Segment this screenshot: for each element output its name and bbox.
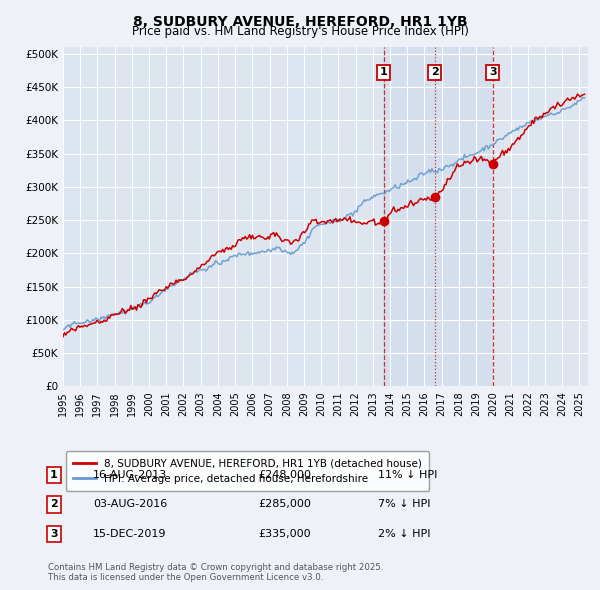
Text: £335,000: £335,000	[258, 529, 311, 539]
Text: 8, SUDBURY AVENUE, HEREFORD, HR1 1YB: 8, SUDBURY AVENUE, HEREFORD, HR1 1YB	[133, 15, 467, 29]
Text: 1: 1	[50, 470, 58, 480]
Text: 03-AUG-2016: 03-AUG-2016	[93, 500, 167, 509]
Bar	[383, 47, 493, 386]
Text: 1: 1	[380, 67, 388, 77]
Text: Price paid vs. HM Land Registry's House Price Index (HPI): Price paid vs. HM Land Registry's House …	[131, 25, 469, 38]
Text: 2: 2	[431, 67, 439, 77]
Text: 2: 2	[50, 500, 58, 509]
Text: 16-AUG-2013: 16-AUG-2013	[93, 470, 167, 480]
Text: 2% ↓ HPI: 2% ↓ HPI	[378, 529, 431, 539]
Text: £248,000: £248,000	[258, 470, 311, 480]
Legend: 8, SUDBURY AVENUE, HEREFORD, HR1 1YB (detached house), HPI: Average price, detac: 8, SUDBURY AVENUE, HEREFORD, HR1 1YB (de…	[65, 451, 429, 491]
Text: 3: 3	[50, 529, 58, 539]
Text: 15-DEC-2019: 15-DEC-2019	[93, 529, 167, 539]
Text: £285,000: £285,000	[258, 500, 311, 509]
Text: Contains HM Land Registry data © Crown copyright and database right 2025.
This d: Contains HM Land Registry data © Crown c…	[48, 563, 383, 582]
Text: 7% ↓ HPI: 7% ↓ HPI	[378, 500, 431, 509]
Text: 3: 3	[489, 67, 496, 77]
Text: 11% ↓ HPI: 11% ↓ HPI	[378, 470, 437, 480]
